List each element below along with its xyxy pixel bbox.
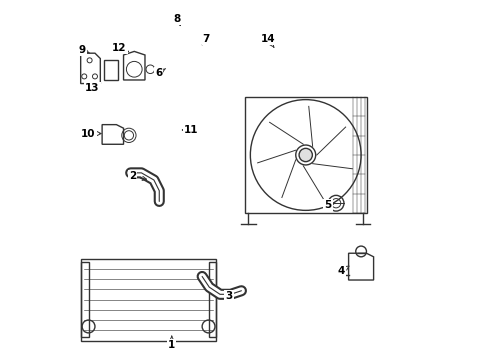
Text: 14: 14: [261, 34, 275, 47]
Text: 4: 4: [338, 266, 349, 276]
Circle shape: [299, 148, 312, 162]
Text: 3: 3: [225, 290, 233, 301]
Text: 11: 11: [182, 125, 198, 135]
Text: 1: 1: [168, 336, 175, 350]
Text: 12: 12: [112, 43, 128, 53]
Text: 6: 6: [155, 68, 166, 78]
Text: 5: 5: [324, 200, 335, 210]
Bar: [104, 60, 118, 80]
Text: 9: 9: [79, 45, 90, 55]
Text: 7: 7: [202, 34, 210, 45]
Text: 8: 8: [173, 14, 181, 26]
Text: 10: 10: [81, 129, 101, 139]
Text: 13: 13: [85, 83, 101, 93]
Text: 2: 2: [129, 171, 147, 181]
